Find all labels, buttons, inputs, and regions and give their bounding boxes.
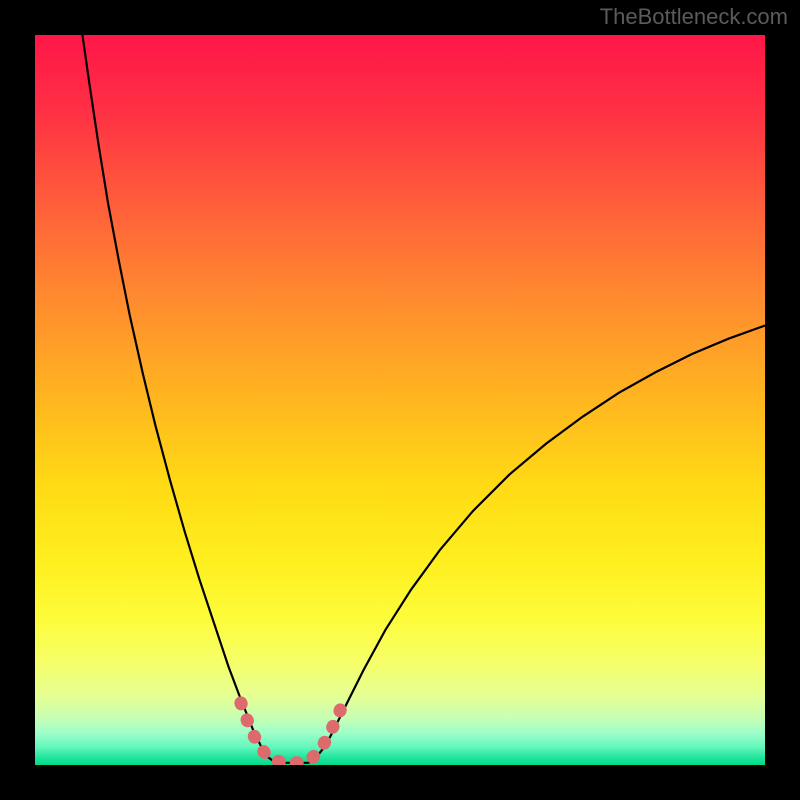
chart-svg [35,35,765,765]
chart-plot-area [35,35,765,765]
watermark-text: TheBottleneck.com [600,4,788,30]
chart-background [35,35,765,765]
